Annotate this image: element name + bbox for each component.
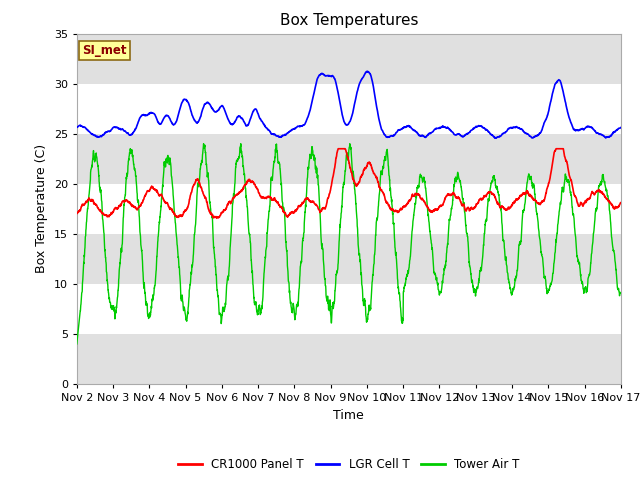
Bar [77, 234, 621, 284]
Text: SI_met: SI_met [82, 44, 127, 57]
X-axis label: Time: Time [333, 408, 364, 421]
Title: Box Temperatures: Box Temperatures [280, 13, 418, 28]
Bar [77, 134, 621, 184]
Bar [77, 34, 621, 84]
Legend: CR1000 Panel T, LGR Cell T, Tower Air T: CR1000 Panel T, LGR Cell T, Tower Air T [173, 454, 524, 476]
Y-axis label: Box Temperature (C): Box Temperature (C) [35, 144, 48, 274]
Bar [77, 334, 621, 384]
